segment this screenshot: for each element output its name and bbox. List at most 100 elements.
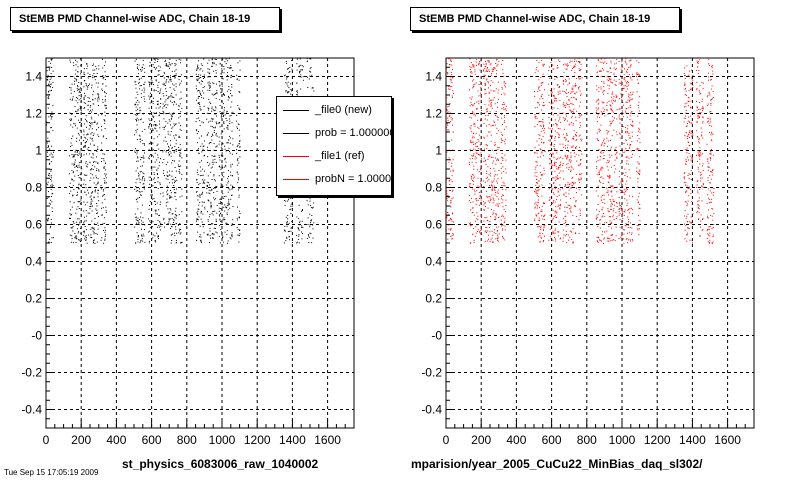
data-point <box>604 109 606 111</box>
data-point <box>236 149 238 151</box>
data-point <box>165 125 166 127</box>
data-point <box>620 68 622 70</box>
data-point <box>92 154 94 156</box>
data-point <box>565 145 567 147</box>
data-point <box>181 173 183 175</box>
data-point <box>149 83 151 85</box>
data-point <box>50 177 52 179</box>
data-point <box>157 177 159 179</box>
data-point <box>688 195 690 197</box>
data-point <box>472 155 474 157</box>
data-point <box>75 125 76 127</box>
data-point <box>610 146 612 148</box>
data-point <box>213 70 215 72</box>
data-point <box>615 62 617 64</box>
data-point <box>170 152 172 154</box>
data-point <box>229 207 231 209</box>
data-point <box>135 101 137 103</box>
data-point <box>493 180 495 182</box>
data-point <box>46 198 48 199</box>
data-point <box>575 120 577 122</box>
data-point <box>180 242 182 244</box>
data-point <box>486 173 488 174</box>
data-point <box>569 204 571 206</box>
data-point <box>625 139 627 141</box>
data-point <box>138 82 140 84</box>
data-point <box>573 111 575 113</box>
data-point <box>596 89 598 91</box>
data-point <box>686 125 688 127</box>
data-point <box>602 152 604 154</box>
data-point <box>307 217 309 219</box>
data-point <box>290 203 292 205</box>
data-point <box>103 194 105 196</box>
data-point <box>104 180 106 182</box>
data-point <box>174 182 175 184</box>
data-point <box>484 206 486 207</box>
data-point <box>91 132 93 134</box>
data-point <box>451 218 452 220</box>
data-point <box>602 202 604 204</box>
data-point <box>206 134 208 136</box>
data-point <box>72 126 74 128</box>
data-point <box>540 95 542 97</box>
data-point <box>579 115 581 117</box>
data-point <box>504 154 506 156</box>
data-point <box>625 90 627 92</box>
data-point <box>84 142 86 144</box>
data-point <box>562 112 564 114</box>
data-point <box>554 164 556 166</box>
data-point <box>451 198 453 200</box>
data-point <box>179 155 181 157</box>
data-point <box>625 189 627 191</box>
data-point <box>690 178 692 180</box>
data-point <box>470 139 472 141</box>
data-point <box>449 189 451 191</box>
data-point <box>208 108 210 109</box>
data-point <box>542 105 544 107</box>
data-point <box>136 64 138 65</box>
data-point <box>579 164 581 166</box>
data-point <box>134 81 136 83</box>
data-point <box>688 74 690 76</box>
data-point <box>77 85 79 87</box>
data-point <box>580 93 582 95</box>
data-point <box>686 185 688 187</box>
data-point <box>138 172 139 174</box>
data-point <box>199 107 201 109</box>
data-point <box>52 156 54 158</box>
data-point <box>494 103 496 105</box>
data-point <box>171 147 173 149</box>
data-point <box>140 93 142 95</box>
data-point <box>171 92 173 94</box>
data-point <box>174 89 176 91</box>
data-point <box>168 212 170 214</box>
data-point <box>86 215 88 217</box>
data-point <box>625 62 627 64</box>
data-point <box>199 234 201 236</box>
data-point <box>626 176 628 178</box>
data-point <box>552 177 554 179</box>
data-point <box>628 84 629 86</box>
data-point <box>218 155 220 157</box>
data-point <box>540 96 542 98</box>
data-point <box>613 200 615 202</box>
data-point <box>542 215 544 217</box>
data-point <box>72 62 74 64</box>
data-point <box>228 58 230 60</box>
data-point <box>622 87 624 89</box>
data-point <box>212 82 214 84</box>
data-point <box>156 159 158 161</box>
data-point <box>152 237 154 239</box>
data-point <box>171 70 173 72</box>
data-point <box>566 134 568 136</box>
data-point <box>224 204 226 206</box>
data-point <box>170 124 171 126</box>
data-point <box>572 137 574 139</box>
data-point <box>136 153 138 155</box>
data-point <box>212 223 214 225</box>
data-point <box>572 111 574 112</box>
data-point <box>570 91 572 93</box>
data-point <box>599 239 601 241</box>
data-point <box>597 241 599 243</box>
